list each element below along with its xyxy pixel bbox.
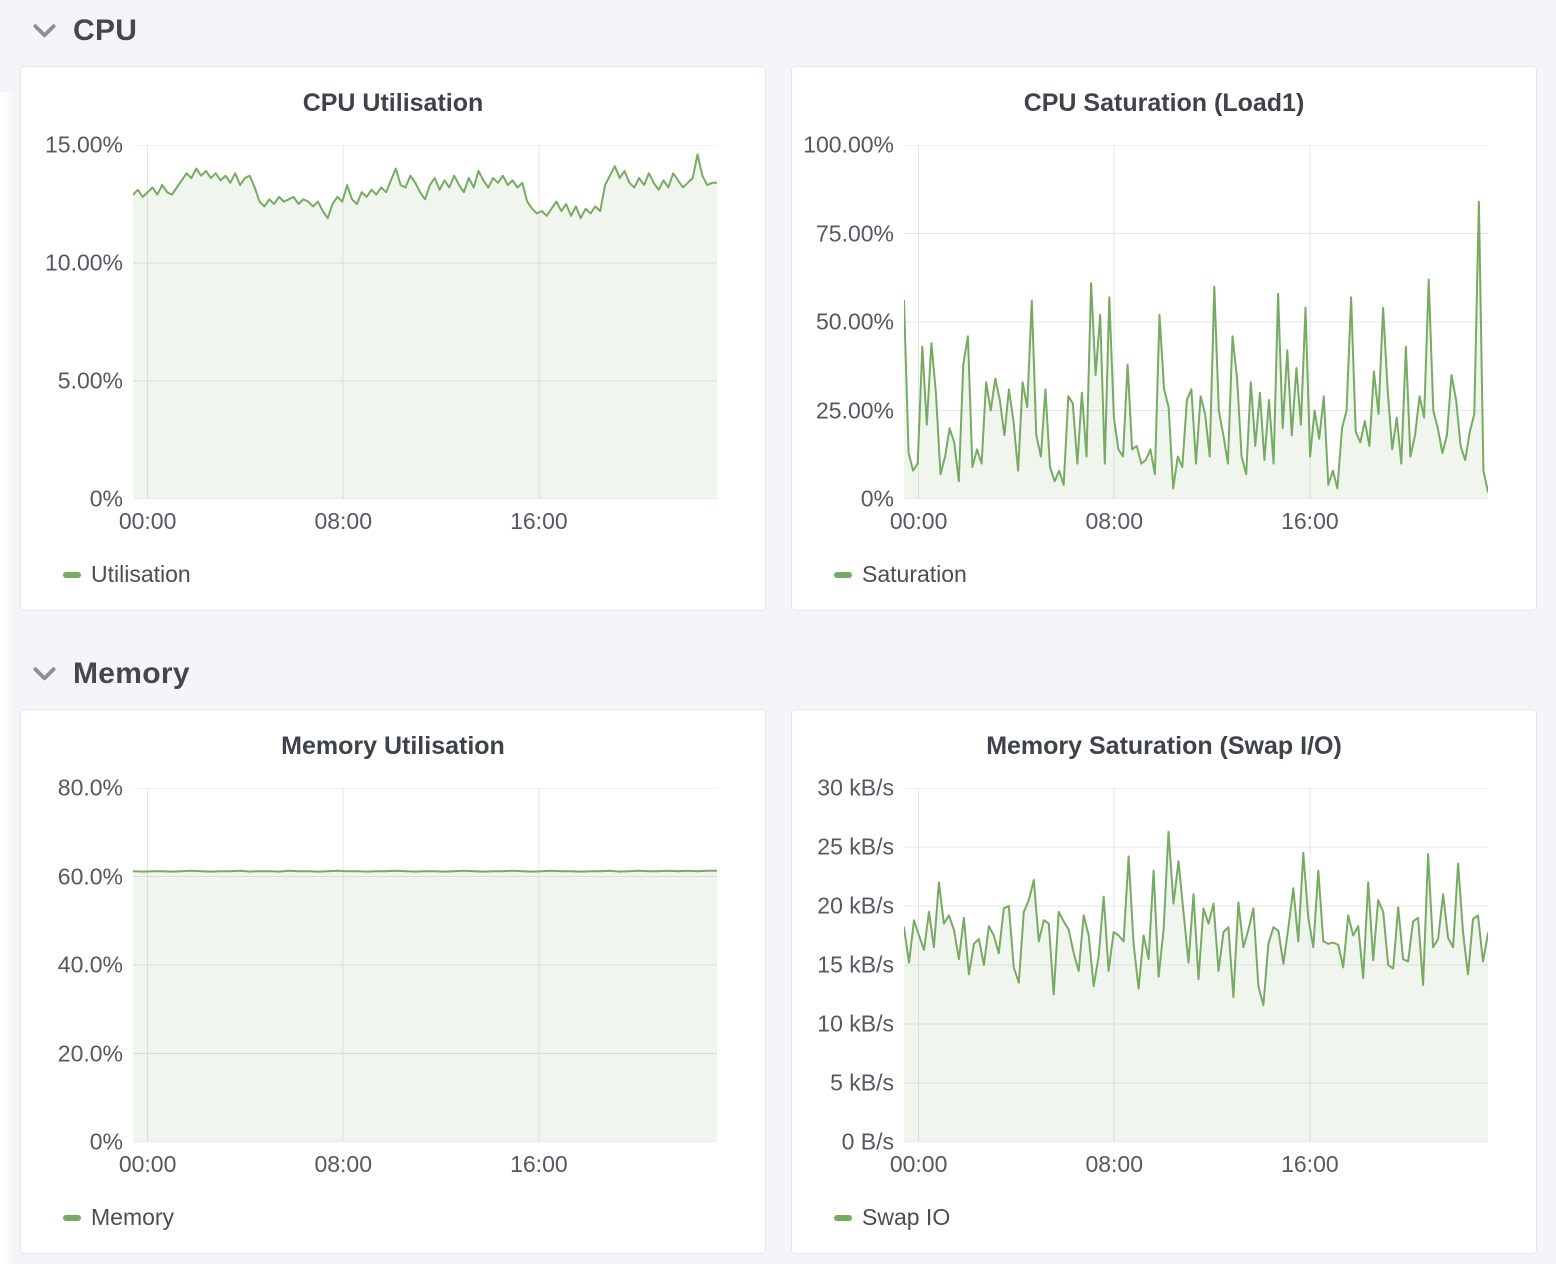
panel-title[interactable]: Memory Saturation (Swap I/O) — [986, 732, 1342, 760]
x-axis-tick-label: 00:00 — [118, 1151, 177, 1177]
y-axis-tick-label: 25.00% — [815, 397, 894, 423]
y-axis-tick-label: 75.00% — [815, 220, 894, 246]
panel-cpu-utilisation: CPU Utilisation 15.00% 10.00% 5.00% 0% 00:0… — [20, 66, 766, 611]
y-axis-tick-label: 80.0% — [57, 774, 123, 801]
legend-label: Saturation — [862, 561, 967, 587]
x-axis: 00:00 08:00 16:00 — [792, 499, 1536, 539]
panel-title[interactable]: Memory Utilisation — [281, 732, 505, 760]
x-axis-tick-label: 08:00 — [314, 508, 373, 534]
panel-memory-utilisation: Memory Utilisation 80.0% 60.0% 40.0% 20.0% 0… — [20, 709, 766, 1254]
panel-row-memory: Memory Utilisation 80.0% 60.0% 40.0% 20.0% 0… — [20, 709, 1537, 1254]
legend-item-swap-io[interactable]: Swap IO — [834, 1204, 950, 1231]
legend: Saturation — [792, 561, 1536, 588]
legend-item-utilisation[interactable]: Utilisation — [63, 561, 191, 588]
y-axis: 80.0% 60.0% 40.0% 20.0% 0% — [21, 776, 133, 1153]
legend-item-saturation[interactable]: Saturation — [834, 561, 967, 588]
y-axis-tick-label: 10.00% — [44, 249, 123, 276]
x-axis-tick-label: 16:00 — [510, 508, 568, 534]
x-axis-tick-label: 00:00 — [889, 508, 948, 534]
section-title: CPU — [73, 14, 138, 47]
x-axis: 00:00 08:00 16:00 — [792, 1142, 1536, 1182]
chart-area: 100.00% 75.00% 50.00% 25.00% 0% — [792, 133, 1536, 510]
legend: Memory — [21, 1204, 765, 1231]
legend: Swap IO — [792, 1204, 1536, 1231]
panel-title[interactable]: CPU Saturation (Load1) — [1023, 89, 1305, 117]
y-axis-tick-label: 5 kB/s — [830, 1069, 894, 1096]
x-axis-tick-label: 16:00 — [1281, 508, 1339, 534]
y-axis-tick-label: 15 kB/s — [817, 951, 894, 978]
y-axis-tick-label: 0% — [89, 485, 123, 512]
chart-plot-area[interactable] — [904, 788, 1488, 1142]
chevron-down-icon — [33, 24, 56, 38]
x-axis: 00:00 08:00 16:00 — [21, 1142, 765, 1182]
y-axis-tick-label: 60.0% — [57, 863, 123, 889]
legend: Utilisation — [21, 561, 765, 588]
x-axis-tick-label: 00:00 — [889, 1151, 948, 1177]
chart-plot-area[interactable] — [904, 145, 1488, 499]
chart-area: 15.00% 10.00% 5.00% 0% — [21, 133, 765, 510]
y-axis-tick-label: 25 kB/s — [817, 833, 894, 860]
y-axis-tick-label: 15.00% — [44, 131, 123, 158]
y-axis: 15.00% 10.00% 5.00% 0% — [21, 133, 133, 510]
section-memory: Memory Memory Utilisation 80.0% 60.0% 40.0… — [20, 651, 1537, 1254]
y-axis-tick-label: 100.00% — [803, 131, 894, 158]
legend-swatch-icon — [834, 571, 852, 578]
x-axis: 00:00 08:00 16:00 — [21, 499, 765, 539]
section-cpu: CPU CPU Utilisation 15.00% 10.00% 5.00% 0% … — [20, 8, 1537, 611]
x-axis-tick-label: 16:00 — [1281, 1151, 1339, 1177]
y-axis-tick-label: 30 kB/s — [817, 774, 894, 801]
x-axis-tick-label: 00:00 — [118, 508, 177, 534]
panel-row-cpu: CPU Utilisation 15.00% 10.00% 5.00% 0% 00:0… — [20, 66, 1537, 611]
y-axis-tick-label: 10 kB/s — [817, 1010, 894, 1037]
section-title: Memory — [73, 657, 190, 690]
panel-title[interactable]: CPU Utilisation — [302, 89, 484, 117]
legend-swatch-icon — [834, 1214, 852, 1221]
chart-plot-area[interactable] — [133, 788, 717, 1142]
x-axis-tick-label: 08:00 — [314, 1151, 373, 1177]
legend-swatch-icon — [63, 1214, 81, 1221]
y-axis-tick-label: 20.0% — [57, 1040, 123, 1066]
legend-label: Utilisation — [91, 561, 191, 587]
y-axis-tick-label: 0% — [860, 485, 894, 512]
panel-memory-saturation: Memory Saturation (Swap I/O) 30 kB/s 25 k… — [791, 709, 1537, 1254]
y-axis: 100.00% 75.00% 50.00% 25.00% 0% — [792, 133, 904, 510]
section-header-cpu[interactable]: CPU — [20, 8, 1537, 54]
chevron-down-icon — [33, 667, 56, 681]
x-axis-tick-label: 16:00 — [510, 1151, 568, 1177]
legend-item-memory[interactable]: Memory — [63, 1204, 174, 1231]
y-axis-tick-label: 0 B/s — [841, 1128, 894, 1155]
legend-label: Swap IO — [862, 1204, 951, 1230]
legend-label: Memory — [91, 1204, 175, 1230]
legend-swatch-icon — [63, 571, 81, 578]
section-header-memory[interactable]: Memory — [20, 651, 1537, 697]
chart-area: 30 kB/s 25 kB/s 20 kB/s 15 kB/s 10 kB/s 5 kB/… — [792, 776, 1536, 1153]
x-axis-tick-label: 08:00 — [1085, 508, 1144, 534]
chart-plot-area[interactable] — [133, 145, 717, 499]
y-axis-tick-label: 5.00% — [57, 367, 123, 394]
panel-cpu-saturation: CPU Saturation (Load1) 100.00% 75.00% 50.0… — [791, 66, 1537, 611]
y-axis: 30 kB/s 25 kB/s 20 kB/s 15 kB/s 10 kB/s 5 kB/… — [792, 776, 904, 1153]
y-axis-tick-label: 0% — [89, 1128, 123, 1155]
y-axis-tick-label: 40.0% — [57, 951, 123, 978]
y-axis-tick-label: 20 kB/s — [817, 892, 894, 919]
x-axis-tick-label: 08:00 — [1085, 1151, 1144, 1177]
y-axis-tick-label: 50.00% — [815, 308, 894, 335]
chart-area: 80.0% 60.0% 40.0% 20.0% 0% — [21, 776, 765, 1153]
